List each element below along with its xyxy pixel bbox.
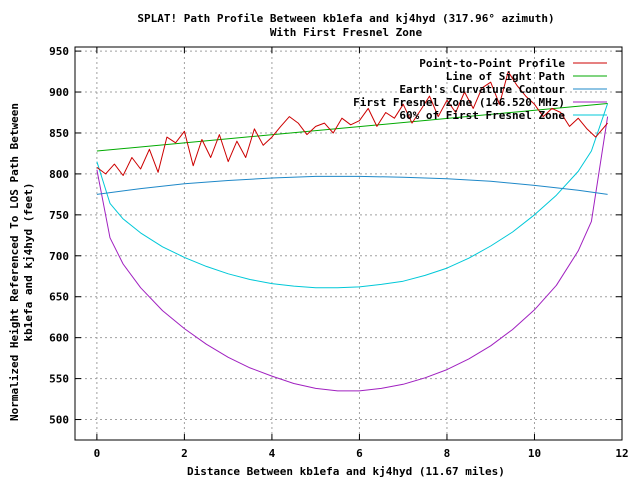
y-tick-label: 800 bbox=[49, 168, 69, 181]
line-of-sight-line bbox=[96, 103, 608, 152]
x-tick-label: 2 bbox=[181, 447, 188, 460]
legend-entry-label: 60% of First Fresnel Zone bbox=[399, 109, 565, 122]
series-lines bbox=[96, 71, 609, 392]
x-tick-label: 4 bbox=[269, 447, 276, 460]
legend-entry-label: Point-to-Point Profile bbox=[419, 57, 565, 70]
legend-entry-label: First Fresnel Zone (146.520 MHz) bbox=[353, 96, 565, 109]
axis-ticks: 0 2 4 6 8 10 12 500 550 600 650 700 750 800 850 900 950 bbox=[49, 45, 629, 460]
earth-curvature-line bbox=[96, 175, 608, 195]
x-tick-label: 10 bbox=[528, 447, 541, 460]
y-axis-label-line2: kb1efa and kj4hyd (feet) bbox=[22, 183, 35, 342]
x-tick-label: 0 bbox=[94, 447, 101, 460]
chart-subtitle: With First Fresnel Zone bbox=[270, 26, 423, 39]
y-tick-label: 750 bbox=[49, 209, 69, 222]
y-tick-label: 550 bbox=[49, 373, 69, 386]
profile-line bbox=[96, 71, 608, 176]
x-tick-label: 6 bbox=[356, 447, 363, 460]
y-tick-label: 600 bbox=[49, 332, 69, 345]
legend-entry-label: Line of Sight Path bbox=[446, 70, 565, 83]
x-tick-label: 8 bbox=[444, 447, 451, 460]
chart-title: SPLAT! Path Profile Between kb1efa and k… bbox=[137, 12, 554, 25]
legend-entry-label: Earth's Curvature Contour bbox=[399, 83, 565, 96]
y-tick-label: 850 bbox=[49, 127, 69, 140]
y-tick-label: 500 bbox=[49, 414, 69, 427]
y-tick-label: 650 bbox=[49, 291, 69, 304]
grid-lines bbox=[75, 47, 622, 440]
x-tick-label: 12 bbox=[615, 447, 628, 460]
y-tick-label: 950 bbox=[49, 45, 69, 58]
y-tick-label: 700 bbox=[49, 250, 69, 263]
fresnel-60-line bbox=[96, 103, 609, 289]
plot-frame bbox=[74, 46, 623, 441]
fresnel-zone-line bbox=[96, 116, 609, 392]
y-axis-label: Normalized Height Referenced To LOS Path… bbox=[8, 103, 21, 421]
y-tick-label: 900 bbox=[49, 86, 69, 99]
x-axis-label: Distance Between kb1efa and kj4hyd (11.6… bbox=[187, 465, 505, 478]
